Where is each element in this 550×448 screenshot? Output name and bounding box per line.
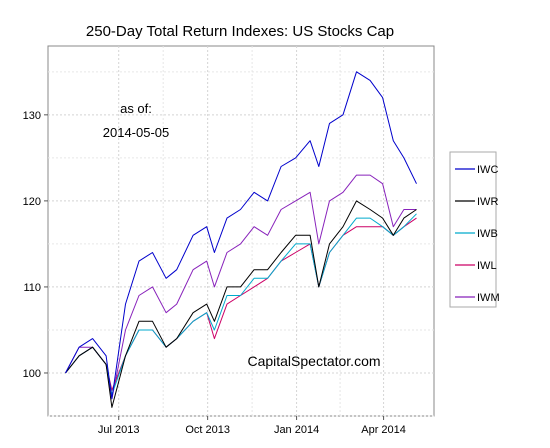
as-of-label: as of: [120,101,152,116]
legend: IWC IWR IWB IWL IWM [449,151,500,308]
y-tick-label: 110 [23,282,41,294]
grid-lines [48,46,434,417]
legend-label-iwr: IWR [477,196,498,208]
plot-area: as of: 2014-05-05 CapitalSpectator.com [47,45,435,417]
plot-frame [47,45,435,417]
legend-label-iwb: IWB [477,228,498,240]
series-line-iwr [65,200,417,408]
x-tick-label: Jul 2013 [98,424,140,436]
x-tick-label: Jan 2014 [274,424,319,436]
series-line-iwm [65,174,417,400]
watermark: CapitalSpectator.com [247,353,380,369]
x-axis: Jul 2013 Oct 2013 Jan 2014 Apr 2014 [98,416,406,436]
legend-label-iwm: IWM [477,292,500,304]
y-tick-label: 120 [23,196,41,208]
y-tick-label: 100 [23,368,41,380]
legend-label-iwc: IWC [477,164,498,176]
x-tick-label: Apr 2014 [361,424,406,436]
legend-box [449,151,497,308]
legend-label-iwl: IWL [477,260,497,272]
series-line-iwb [65,213,417,395]
series-line-iwc [65,71,417,400]
y-tick-label: 130 [23,110,41,122]
as-of-date: 2014-05-05 [103,125,170,140]
y-axis: 100 110 120 130 [23,110,48,380]
x-tick-label: Oct 2013 [185,424,230,436]
chart-title: 250-Day Total Return Indexes: US Stocks … [86,23,394,40]
series-lines [65,71,417,408]
